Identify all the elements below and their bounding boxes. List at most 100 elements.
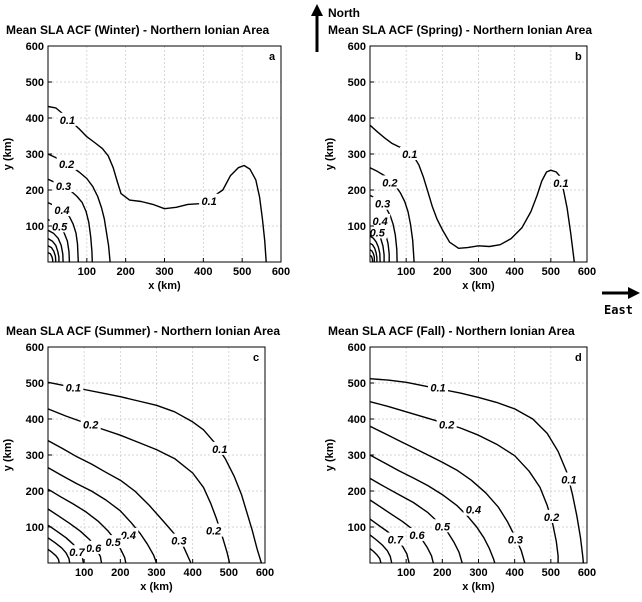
contour-0.9 (47, 251, 54, 262)
contour-label-bg (436, 417, 457, 431)
x-tick-label: 200 (433, 266, 451, 278)
y-tick-label: 100 (26, 522, 44, 534)
contour-label-bg (463, 502, 484, 516)
contour-label-bg (56, 157, 77, 171)
y-tick-label: 500 (348, 77, 366, 89)
contour-label: 0.3 (508, 535, 523, 547)
y-axis-label: y (km) (324, 137, 336, 170)
x-tick-label: 300 (469, 567, 487, 579)
x-axis-label: x (km) (140, 581, 173, 593)
panel-d-title: Mean SLA ACF (Fall) - Northern Ionian Ar… (328, 324, 575, 338)
contour-label-bg (367, 225, 388, 239)
y-tick-label: 500 (26, 378, 44, 390)
y-tick-label: 600 (348, 41, 366, 53)
contour-0.8 (47, 537, 71, 564)
contour-label: 0.1 (60, 115, 75, 127)
y-tick-label: 400 (26, 113, 44, 125)
contour-label-bg (370, 213, 391, 227)
panel-b: Mean SLA ACF (Spring) - Northern Ionian … (324, 23, 596, 292)
contour-0.2 (369, 167, 415, 263)
y-tick-label: 200 (26, 486, 44, 498)
contour-label-bg (118, 527, 139, 541)
x-tick-label: 400 (505, 266, 523, 278)
y-tick-label: 100 (348, 221, 366, 233)
contour-label: 0.4 (54, 205, 69, 217)
contour-label: 0.7 (388, 535, 404, 547)
north-arrow-head (311, 4, 323, 16)
contour-0.4 (47, 466, 158, 564)
x-tick-label: 200 (116, 266, 134, 278)
contour-label: 0.1 (553, 178, 568, 190)
y-tick-label: 600 (348, 342, 366, 354)
contour-label-bg (505, 532, 526, 546)
east-arrow-head (628, 287, 640, 299)
x-tick-label: 100 (75, 567, 93, 579)
contour-0.1 (369, 378, 585, 564)
y-tick-label: 100 (26, 221, 44, 233)
x-axis-label: x (km) (462, 280, 495, 292)
contour-label: 0.4 (466, 505, 481, 517)
contour-0.8 (47, 245, 57, 263)
y-tick-label: 300 (26, 149, 44, 161)
y-tick-label: 300 (348, 149, 366, 161)
east-label: East (604, 303, 633, 317)
y-tick-label: 300 (348, 450, 366, 462)
panel-a: Mean SLA ACF (Winter) - Northern Ionian … (2, 23, 290, 292)
panel-letter: c (253, 352, 259, 364)
x-tick-label: 400 (505, 567, 523, 579)
x-tick-label: 600 (256, 567, 274, 579)
x-axis-label: x (km) (148, 280, 181, 292)
contour-label-bg (168, 533, 189, 547)
contour-label: 0.2 (59, 159, 74, 171)
contour-label-bg (203, 523, 224, 537)
y-tick-label: 600 (26, 41, 44, 53)
contour-label: 0.3 (375, 199, 390, 211)
y-tick-label: 300 (26, 450, 44, 462)
contour-label: 0.4 (121, 530, 136, 542)
contour-label-bg (385, 532, 406, 546)
y-tick-label: 200 (348, 486, 366, 498)
contour-label-bg (53, 179, 74, 193)
contour-label-bg (372, 196, 393, 210)
contour-label: 0.1 (202, 196, 217, 208)
y-axis-label: y (km) (2, 438, 14, 471)
x-tick-label: 300 (155, 266, 173, 278)
contour-0.6 (47, 508, 103, 564)
contour-0.7 (369, 242, 378, 262)
contour-label-bg (83, 540, 104, 554)
contour-label-bg (51, 203, 72, 217)
contour-label-bg (399, 147, 420, 160)
x-tick-label: 100 (397, 266, 415, 278)
y-axis-label: y (km) (324, 438, 336, 471)
contour-label: 0.1 (561, 474, 576, 486)
x-tick-label: 500 (233, 266, 251, 278)
y-tick-label: 400 (26, 414, 44, 426)
y-tick-label: 500 (26, 77, 44, 89)
contour-label-bg (199, 193, 220, 207)
panel-letter: a (269, 51, 276, 63)
y-tick-label: 400 (348, 414, 366, 426)
x-tick-label: 500 (220, 567, 238, 579)
contour-0.1 (47, 105, 267, 263)
contour-0.7 (47, 237, 60, 262)
contour-label: 0.3 (56, 181, 71, 193)
contour-label: 0.5 (435, 521, 451, 533)
x-tick-label: 600 (578, 266, 596, 278)
y-tick-label: 400 (348, 113, 366, 125)
x-axis-label: x (km) (462, 581, 495, 593)
contour-0.9 (369, 254, 374, 262)
contour-0.4 (369, 454, 496, 564)
contour-label-bg (379, 175, 400, 189)
contour-label: 0.4 (372, 216, 387, 228)
contour-0.6 (369, 235, 381, 263)
contour-label-bg (103, 535, 124, 549)
panel-letter: d (575, 352, 582, 364)
panel-b-title: Mean SLA ACF (Spring) - Northern Ionian … (328, 23, 592, 37)
contour-label-bg (432, 519, 453, 533)
x-tick-label: 500 (542, 567, 560, 579)
contour-label: 0.2 (382, 177, 397, 189)
contour-label: 0.1 (430, 382, 445, 394)
contour-0.2 (369, 401, 559, 563)
panel-c: Mean SLA ACF (Summer) - Northern Ionian … (2, 324, 280, 593)
